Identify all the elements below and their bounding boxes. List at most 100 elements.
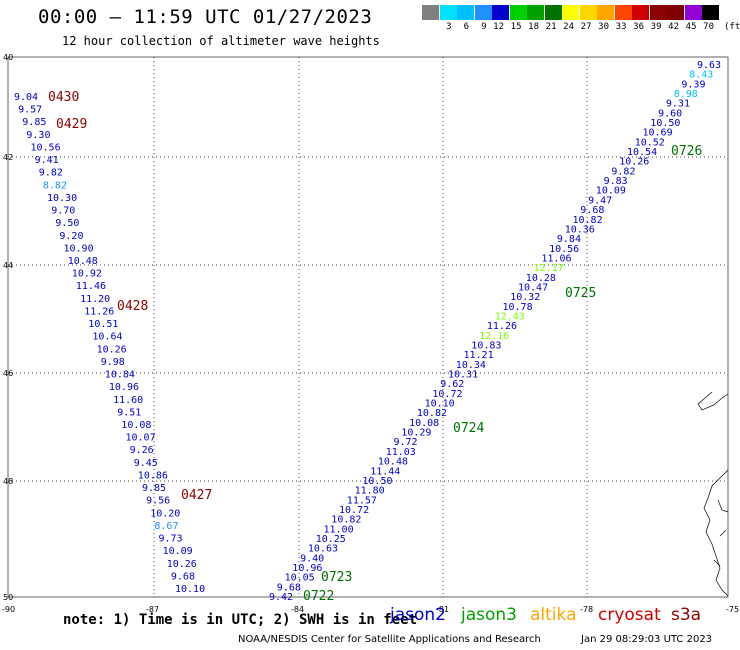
wave-height-value: 10.48 [68, 256, 98, 267]
scale-label: 39 [650, 22, 662, 32]
coastline [697, 391, 729, 597]
wave-height-value: 9.42 [269, 592, 293, 603]
timestamp-text: Jan 29 08:29:03 UTC 2023 [581, 634, 713, 645]
scale-swatch [614, 5, 632, 20]
wave-height-value: 10.10 [425, 399, 455, 410]
wave-height-value: 11.60 [113, 395, 143, 406]
wave-height-value: 10.82 [331, 515, 361, 526]
wave-height-value: 9.45 [134, 458, 158, 469]
pass-time-label: 0429 [56, 117, 87, 132]
lat-label: 48 [3, 477, 13, 486]
satellite-legend-item: jason2 [390, 605, 446, 625]
wave-height-value: 10.54 [627, 147, 657, 158]
lon-label: -75 [726, 605, 739, 614]
lon-label: -84 [291, 605, 304, 614]
scale-swatch [579, 5, 597, 20]
scale-swatch [702, 5, 719, 20]
wave-height-value: 10.96 [109, 382, 139, 393]
lon-label: -78 [580, 605, 593, 614]
wave-height-value: 9.73 [159, 534, 183, 545]
scale-label: 24 [563, 22, 574, 32]
wave-height-value: 10.78 [503, 302, 533, 313]
map-frame [7, 56, 729, 598]
pass-time-label: 0726 [671, 144, 702, 159]
wave-height-value: 10.63 [308, 544, 338, 555]
scale-swatch [562, 5, 579, 20]
lon-label: -87 [146, 605, 159, 614]
wave-height-value: 10.72 [339, 505, 369, 516]
wave-height-value: 9.04 [14, 92, 38, 103]
wave-height-value: 9.62 [440, 379, 464, 390]
wave-height-value: 10.30 [47, 193, 77, 204]
scale-swatch [439, 5, 457, 20]
wave-height-value: 11.06 [541, 254, 571, 265]
wave-height-value: 9.68 [580, 205, 604, 216]
wave-height-value: 10.50 [650, 118, 680, 129]
scale-label: 42 [668, 22, 679, 32]
wave-height-value: 11.26 [487, 321, 517, 332]
wave-height-value: 10.82 [417, 408, 447, 419]
satellite-legend-item: altika [530, 605, 577, 625]
wave-height-value: 10.90 [64, 243, 94, 254]
wave-height-value: 11.57 [347, 495, 377, 506]
scale-swatch [474, 5, 492, 20]
wave-height-value: 10.47 [518, 283, 548, 294]
wave-height-value: 9.47 [588, 195, 612, 206]
lat-label: 42 [3, 153, 13, 162]
wave-height-value: 10.92 [72, 269, 102, 280]
scale-label: 27 [580, 22, 592, 32]
wave-height-value: 10.83 [471, 341, 501, 352]
scale-label: 12 [493, 22, 504, 32]
wave-height-value: 11.21 [464, 350, 494, 361]
pass-time-label: 0723 [321, 570, 352, 585]
scale-label: 33 [615, 22, 627, 32]
wave-height-value: 9.85 [22, 117, 46, 128]
scale-swatch [597, 5, 614, 20]
wave-height-value: 10.08 [409, 418, 439, 429]
wave-height-value: 9.39 [681, 79, 705, 90]
wave-height-value: 9.82 [611, 166, 635, 177]
map-subtitle: 12 hour collection of altimeter wave hei… [62, 34, 380, 48]
scale-swatch [684, 5, 702, 20]
wave-height-value: 12.16 [479, 331, 509, 342]
scale-swatch [457, 5, 474, 20]
wave-height-value: 9.20 [59, 231, 83, 242]
wave-height-value: 9.68 [171, 571, 195, 582]
scale-swatch [509, 5, 527, 20]
wave-height-value: 8.98 [674, 89, 698, 100]
wave-height-value: 9.85 [142, 483, 166, 494]
satellite-legend-item: s3a [671, 605, 702, 625]
wave-height-value: 11.44 [370, 466, 400, 477]
wave-height-value: 10.56 [549, 244, 579, 255]
wave-height-value: 10.07 [126, 433, 156, 444]
wave-height-value: 10.56 [31, 143, 61, 154]
pass-time-label: 0428 [117, 299, 148, 314]
wave-height-value: 11.26 [84, 307, 114, 318]
wave-height-value: 10.20 [150, 508, 180, 519]
wave-height-value: 11.00 [324, 524, 354, 535]
wave-height-value: 9.26 [130, 445, 154, 456]
scale-label: 21 [545, 22, 557, 32]
scale-label: 15 [510, 22, 522, 32]
wave-height-value: 10.09 [596, 186, 626, 197]
satellite-legend-item: jason3 [461, 605, 517, 625]
wave-height-value: 10.09 [163, 546, 193, 557]
wave-height-value: 10.82 [573, 215, 603, 226]
wave-height-value: 10.26 [167, 559, 197, 570]
wave-height-value: 11.46 [76, 281, 106, 292]
wave-height-value: 10.28 [526, 273, 556, 284]
satellite-legend-item: cryosat [598, 605, 661, 625]
scale-label: 9 [481, 22, 487, 32]
wave-height-value: 9.68 [277, 582, 301, 593]
wave-height-value: 9.41 [35, 155, 59, 166]
wave-height-value: 9.31 [666, 99, 690, 110]
wave-height-value: 8.67 [154, 521, 178, 532]
wave-height-value: 11.20 [80, 294, 110, 305]
wave-height-value: 10.72 [432, 389, 462, 400]
map-title: 00:00 – 11:59 UTC 01/27/2023 [38, 6, 373, 28]
lon-label: -81 [436, 605, 449, 614]
wave-height-value: 9.60 [658, 108, 682, 119]
wave-height-value: 10.51 [88, 319, 118, 330]
scale-label: 3 [446, 22, 452, 32]
